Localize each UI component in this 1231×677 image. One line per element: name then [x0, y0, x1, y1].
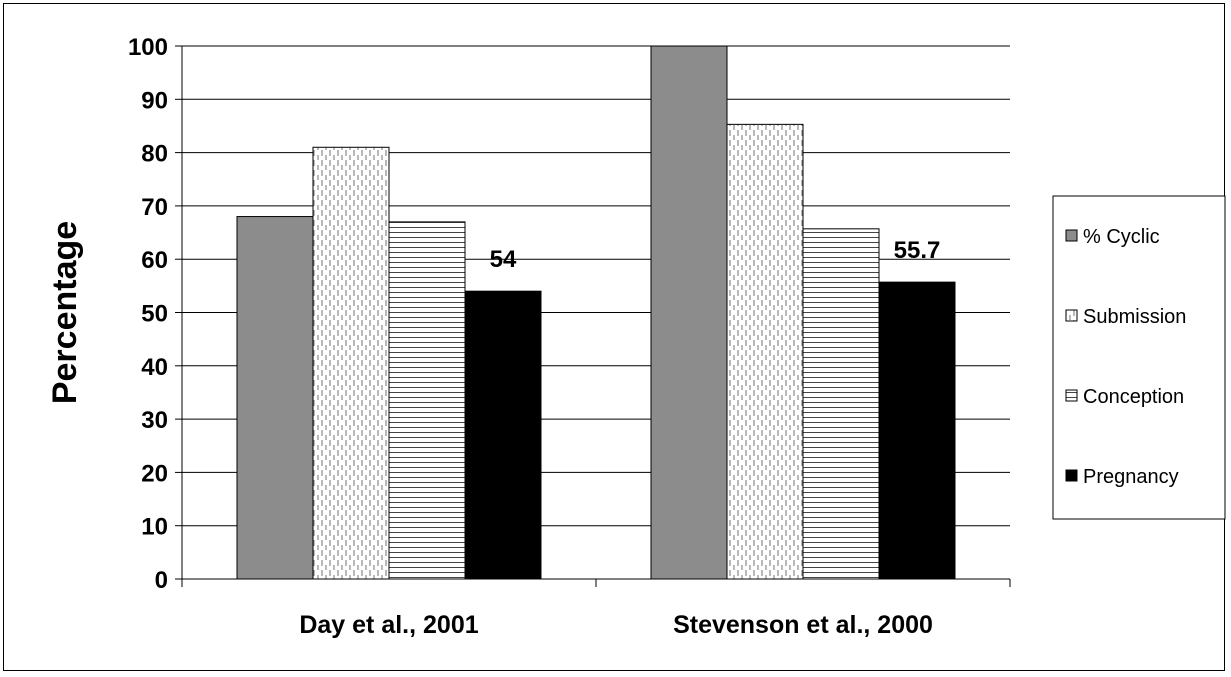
legend-entry-label: Conception [1083, 386, 1184, 408]
x-category-label: Day et al., 2001 [299, 611, 478, 639]
y-tick-label: 70 [141, 194, 168, 221]
legend-swatch [1065, 229, 1078, 242]
bar-submission-1 [726, 123, 804, 580]
legend-entry-label: Pregnancy [1083, 466, 1179, 488]
bar-pregnancy-1 [878, 281, 956, 580]
labels: 0 10 20 30 40 50 60 70 80 90 100 Day et al., 2001 St… [46, 34, 940, 639]
y-tick-label: 90 [141, 87, 168, 114]
legend-swatch [1065, 469, 1078, 482]
y-tick-label: 0 [155, 567, 168, 594]
y-tick-label: 40 [141, 354, 168, 381]
y-tick-label: 100 [128, 34, 168, 61]
bar-cyclic-1 [650, 45, 728, 580]
y-tick-label: 10 [141, 514, 168, 541]
bar-pregnancy-0 [464, 290, 542, 580]
legend-entry-label: Submission [1083, 306, 1186, 328]
y-tick-label: 60 [141, 247, 168, 274]
bar-conception-1 [802, 228, 880, 580]
legend-swatch [1065, 389, 1078, 402]
y-tick-label: 50 [141, 301, 168, 328]
y-tick-label: 80 [141, 141, 168, 168]
y-tick-label: 20 [141, 460, 168, 487]
bar-conception-0 [388, 221, 466, 580]
bar-submission-0 [312, 146, 390, 580]
data-label: 55.7 [894, 237, 941, 264]
x-category-label: Stevenson et al., 2000 [673, 611, 933, 639]
legend-box [1052, 195, 1226, 520]
legend: % Cyclic Submission Conception Pregnancy [1052, 195, 1226, 520]
legend-swatch [1065, 309, 1078, 322]
chart-frame [3, 3, 1225, 671]
axes [175, 45, 1011, 587]
y-axis-title: Percentage [46, 221, 84, 404]
legend-entry-label: % Cyclic [1083, 226, 1160, 248]
data-label: 54 [490, 246, 517, 273]
bar-cyclic-0 [236, 216, 314, 580]
y-tick-label: 30 [141, 407, 168, 434]
